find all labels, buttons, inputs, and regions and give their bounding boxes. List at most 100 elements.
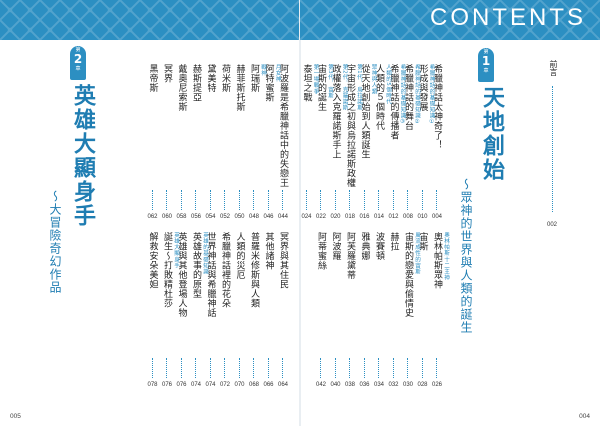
toc-entry-label: 英雄大顯身手 [173,232,179,269]
leader-dots [195,190,196,210]
toc-entry-title: 阿芙羅黛蒂 [345,232,355,280]
toc-entry-page: 034 [373,382,384,388]
leader-dots [166,190,167,210]
toc-entry[interactable]: 宙斯 028 [414,232,436,394]
toc-entry-label: 戰神 [260,64,266,77]
toc-entry-label: 第1代．烏拉諾斯 [356,64,362,111]
toc-entry-title: 從天地創始到人類誕生 [359,64,370,159]
toc-entry[interactable]: 月女神 阿特蜜斯 046 [260,64,282,226]
toc-entry-page: 044 [277,214,288,220]
toc-entry[interactable]: 希臘神話的基礎知識③ 希臘神話的傳播者 012 [385,64,407,226]
toc-entry-page: 074 [190,382,201,388]
leader-dots [363,358,365,378]
toc-entry-title: 宙斯的誕生 [316,64,326,112]
leader-dots [151,358,153,378]
toc-entry[interactable]: 第1代．烏拉諾斯 宇宙形成之初與烏拉諾斯政權 018 [341,64,363,226]
chapter-2-tab: 第 2 章 [70,46,86,80]
toc-entry[interactable]: 其他諸神 066 [260,232,282,394]
toc-entry[interactable]: 英雄的基礎知識 英雄故事的原型 074 [187,232,209,394]
toc-entry[interactable]: 冥界與其住民 064 [274,232,296,394]
toc-entry-title: 誕生～打敗精杜莎 [162,232,172,308]
toc-entry-title: 希臘神話太神奇了！ [432,64,442,150]
leader-dots [253,190,254,210]
toc-entry[interactable]: 荷米斯 052 [216,64,238,226]
toc-entry-page: 062 [147,214,158,220]
leader-dots [282,358,283,378]
toc-entry-title: 希臘神話的舞台 [403,64,413,131]
toc-entry[interactable]: 冥界 060 [158,64,180,226]
toc-entry-title: 希臘神話的傳播者 [388,64,399,140]
toc-entry-title: 赫拉 [388,232,399,251]
toc-entry-title: 赫菲斯托斯 [234,64,245,112]
toc-entry-title: 冥界與其住民 [278,232,288,289]
leader-dots [334,190,336,210]
toc-entry[interactable]: 戴奧尼索斯 058 [173,64,195,226]
toc-entry[interactable]: 第2代．克羅諾斯 政權落入克羅諾斯手上 020 [327,64,349,226]
toc-entry[interactable]: 英雄與其他登場人物 076 [173,232,195,394]
toc-entry[interactable]: 希臘神話太神奇了！ 004 [428,64,450,226]
toc-entry[interactable]: 世界神話與希臘神話 074 [202,232,224,394]
toc-entry[interactable]: 人類的災厄 070 [231,232,253,394]
leader-dots [267,190,269,210]
leader-dots [195,358,196,378]
leader-dots [436,358,437,378]
toc-entry[interactable]: 阿蒂蜜絲 042 [312,232,334,394]
leader-dots [209,190,211,210]
toc-entry[interactable]: 第一場戰爭 泰坦之戰 024 [300,64,320,226]
toc-entry-title: 其他諸神 [263,232,274,270]
chapter-1-tab-word: 第 [483,49,489,55]
toc-entry[interactable]: 普羅米修斯與人類 068 [245,232,267,394]
leader-dots [166,358,167,378]
chapter-2-tab-word: 第 [75,47,81,53]
toc-entry-label: 風流成性的宙斯 [414,232,420,275]
toc-entry[interactable]: 波賽頓 034 [370,232,392,394]
toc-entry-title: 冥界 [162,64,172,83]
toc-entry[interactable]: 赫拉 032 [385,232,407,394]
toc-entry[interactable]: 赫斯提亞 056 [187,64,209,226]
toc-entry-label: 月女神 [274,64,281,83]
leader-dots [392,190,394,210]
toc-entry-page: 010 [417,214,428,220]
toc-entry[interactable]: 赫菲斯托斯 050 [231,64,253,226]
toc-entry[interactable]: 英雄大顯身手 誕生～打敗精杜莎 076 [158,232,180,394]
toc-entry-page: 076 [161,382,172,388]
toc-entry-page: 024 [301,214,312,220]
toc-entry-page: 064 [277,382,288,388]
leader-dots [421,190,423,210]
toc-entry-page: 072 [219,382,230,388]
leader-dots [378,358,379,378]
leader-dots [180,358,182,378]
toc-entry[interactable]: 希臘神話的基礎知識② 希臘神話的舞台 008 [399,64,421,226]
toc-entry[interactable]: 奧林帕斯十二主神 奧林帕斯眾神 026 [428,232,450,394]
toc-entry[interactable]: 雅典娜 036 [356,232,378,394]
toc-entry[interactable]: 阿芙羅黛蒂 038 [341,232,363,394]
toc-entry[interactable]: 黛美特 054 [202,64,224,226]
chapter-1-subtitle: ～眾神的世界與人類的誕生 [459,178,473,334]
leader-dots [552,86,553,212]
toc-entry[interactable]: 人類的5個時代 人類的５個時代 014 [370,64,392,226]
toc-entry-title: 阿瑞斯 [249,64,259,93]
toc-entry-page: 016 [359,214,370,220]
leader-dots [267,358,269,378]
left-page: 第 2 章 英雄大顯身手 ～大冒險奇幻作品 阿波羅是希臘神話中的失戀王 044 月女… [0,0,300,420]
toc-entry[interactable]: 阿波羅 040 [327,232,349,394]
toc-entry[interactable]: 解救安朵美妲 078 [144,232,166,394]
toc-entry-title: 泰坦之戰 [301,64,312,102]
toc-entry-title: 形成與發展 [417,64,428,112]
toc-entry[interactable]: 黑帝斯 062 [144,64,166,226]
chapter-1-tab-chapter: 章 [483,68,489,74]
toc-entry[interactable]: 第3代．宙斯 宙斯的誕生 022 [312,64,334,226]
toc-entry[interactable]: 風流成性的宙斯 宙斯的戀愛與偷情史 030 [399,232,421,394]
toc-entry-label: 眾神與人類 [370,64,377,95]
toc-entry[interactable]: 眾神與人類 從天地創始到人類誕生 016 [356,64,378,226]
toc-entry[interactable]: 希臘神話裡的花朵 072 [216,232,238,394]
preface-page: 002 [546,222,557,228]
toc-entry-title: 阿波羅 [330,232,341,261]
toc-entry-title: 宙斯的戀愛與偷情史 [403,232,413,318]
toc-entry-title: 人類的５個時代 [374,64,384,131]
toc-entry[interactable]: 希臘神話的基礎知識① 形成與發展 010 [414,64,436,226]
leader-dots [224,358,225,378]
page-number-left: 005 [10,413,21,420]
toc-entry[interactable]: 阿波羅是希臘神話中的失戀王 044 [274,64,296,226]
toc-entry[interactable]: 戰神 阿瑞斯 048 [245,64,267,226]
